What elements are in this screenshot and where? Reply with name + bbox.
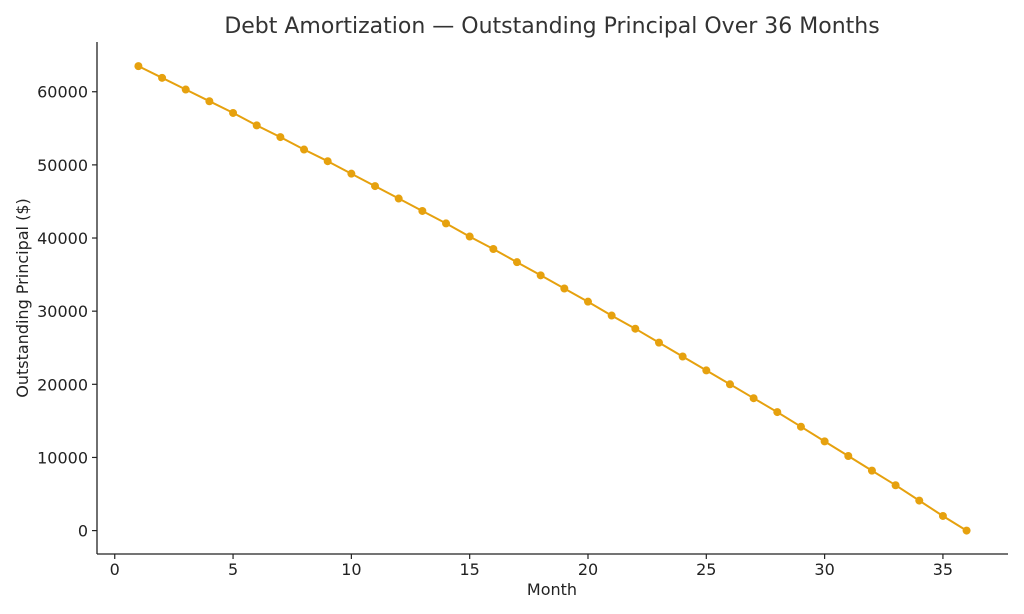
series-layer <box>134 62 971 535</box>
data-point <box>962 526 971 535</box>
data-point <box>607 311 616 320</box>
x-tick-label: 0 <box>110 560 120 579</box>
data-point <box>371 182 380 191</box>
y-axis-label: Outstanding Principal ($) <box>13 198 32 397</box>
data-point <box>252 121 261 130</box>
data-point <box>181 85 190 94</box>
data-point <box>891 481 900 490</box>
x-tick-label: 5 <box>228 560 238 579</box>
x-tick-label: 25 <box>696 560 716 579</box>
data-point <box>844 451 853 460</box>
data-point <box>513 258 522 267</box>
data-point <box>489 244 498 253</box>
x-tick-label: 10 <box>341 560 361 579</box>
chart-title: Debt Amortization — Outstanding Principa… <box>224 14 879 39</box>
x-axis-label: Month <box>527 580 577 599</box>
data-point <box>465 232 474 241</box>
data-point <box>654 338 663 347</box>
data-point <box>205 97 214 106</box>
y-tick-label: 0 <box>78 522 88 541</box>
data-point <box>938 511 947 520</box>
data-point <box>583 297 592 306</box>
data-point <box>560 284 569 293</box>
data-point <box>915 496 924 505</box>
x-tick-label: 15 <box>460 560 480 579</box>
axes <box>96 42 1008 555</box>
y-tick-label: 10000 <box>37 448 88 467</box>
data-point <box>394 194 403 203</box>
data-point <box>347 169 356 178</box>
data-point <box>725 380 734 389</box>
data-point <box>323 157 332 166</box>
data-point <box>773 408 782 417</box>
data-point <box>276 133 285 142</box>
y-ticks: 0 10000 20000 30000 40000 50000 60000 <box>37 83 97 541</box>
x-tick-label: 30 <box>814 560 834 579</box>
data-point <box>796 422 805 431</box>
data-point <box>418 206 427 215</box>
data-point <box>867 466 876 475</box>
y-tick-label: 50000 <box>37 156 88 175</box>
x-tick-label: 35 <box>933 560 953 579</box>
data-point <box>820 437 829 446</box>
data-point <box>702 366 711 375</box>
data-point <box>678 352 687 361</box>
data-point <box>229 108 238 117</box>
x-tick-label: 20 <box>578 560 598 579</box>
data-point <box>158 73 167 82</box>
y-tick-label: 40000 <box>37 229 88 248</box>
data-point <box>631 324 640 333</box>
y-tick-label: 30000 <box>37 302 88 321</box>
y-tick-label: 60000 <box>37 83 88 102</box>
data-point <box>536 271 545 280</box>
data-point <box>442 219 451 228</box>
y-tick-label: 20000 <box>37 375 88 394</box>
data-point <box>749 394 758 403</box>
series-line <box>137 65 968 532</box>
x-ticks: 0 5 10 15 20 25 30 35 <box>110 554 953 579</box>
data-point <box>134 62 143 71</box>
data-point <box>300 145 309 154</box>
